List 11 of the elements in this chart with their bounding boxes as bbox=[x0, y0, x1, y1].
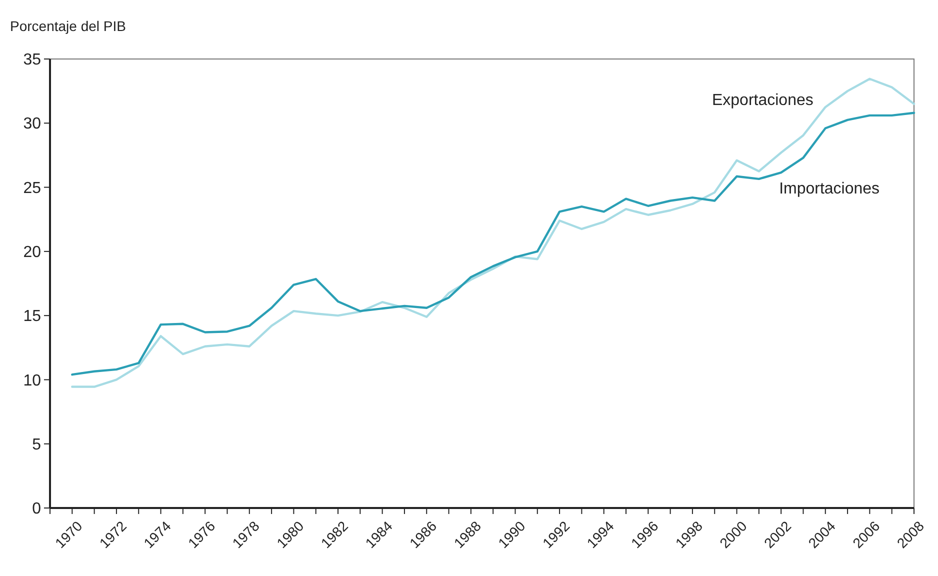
y-tick-label: 15 bbox=[23, 308, 42, 326]
series-label: Exportaciones bbox=[712, 92, 814, 110]
y-tick-label: 10 bbox=[23, 372, 42, 390]
y-tick-label: 35 bbox=[23, 52, 42, 69]
y-tick-label: 5 bbox=[32, 436, 42, 454]
y-tick-label: 0 bbox=[32, 500, 42, 518]
y-tick-label: 20 bbox=[23, 244, 42, 262]
y-axis-title: Porcentaje del PIB bbox=[10, 18, 126, 34]
y-tick-label: 30 bbox=[23, 116, 42, 133]
series-label: Importaciones bbox=[779, 180, 880, 198]
y-tick-label: 25 bbox=[23, 180, 42, 197]
